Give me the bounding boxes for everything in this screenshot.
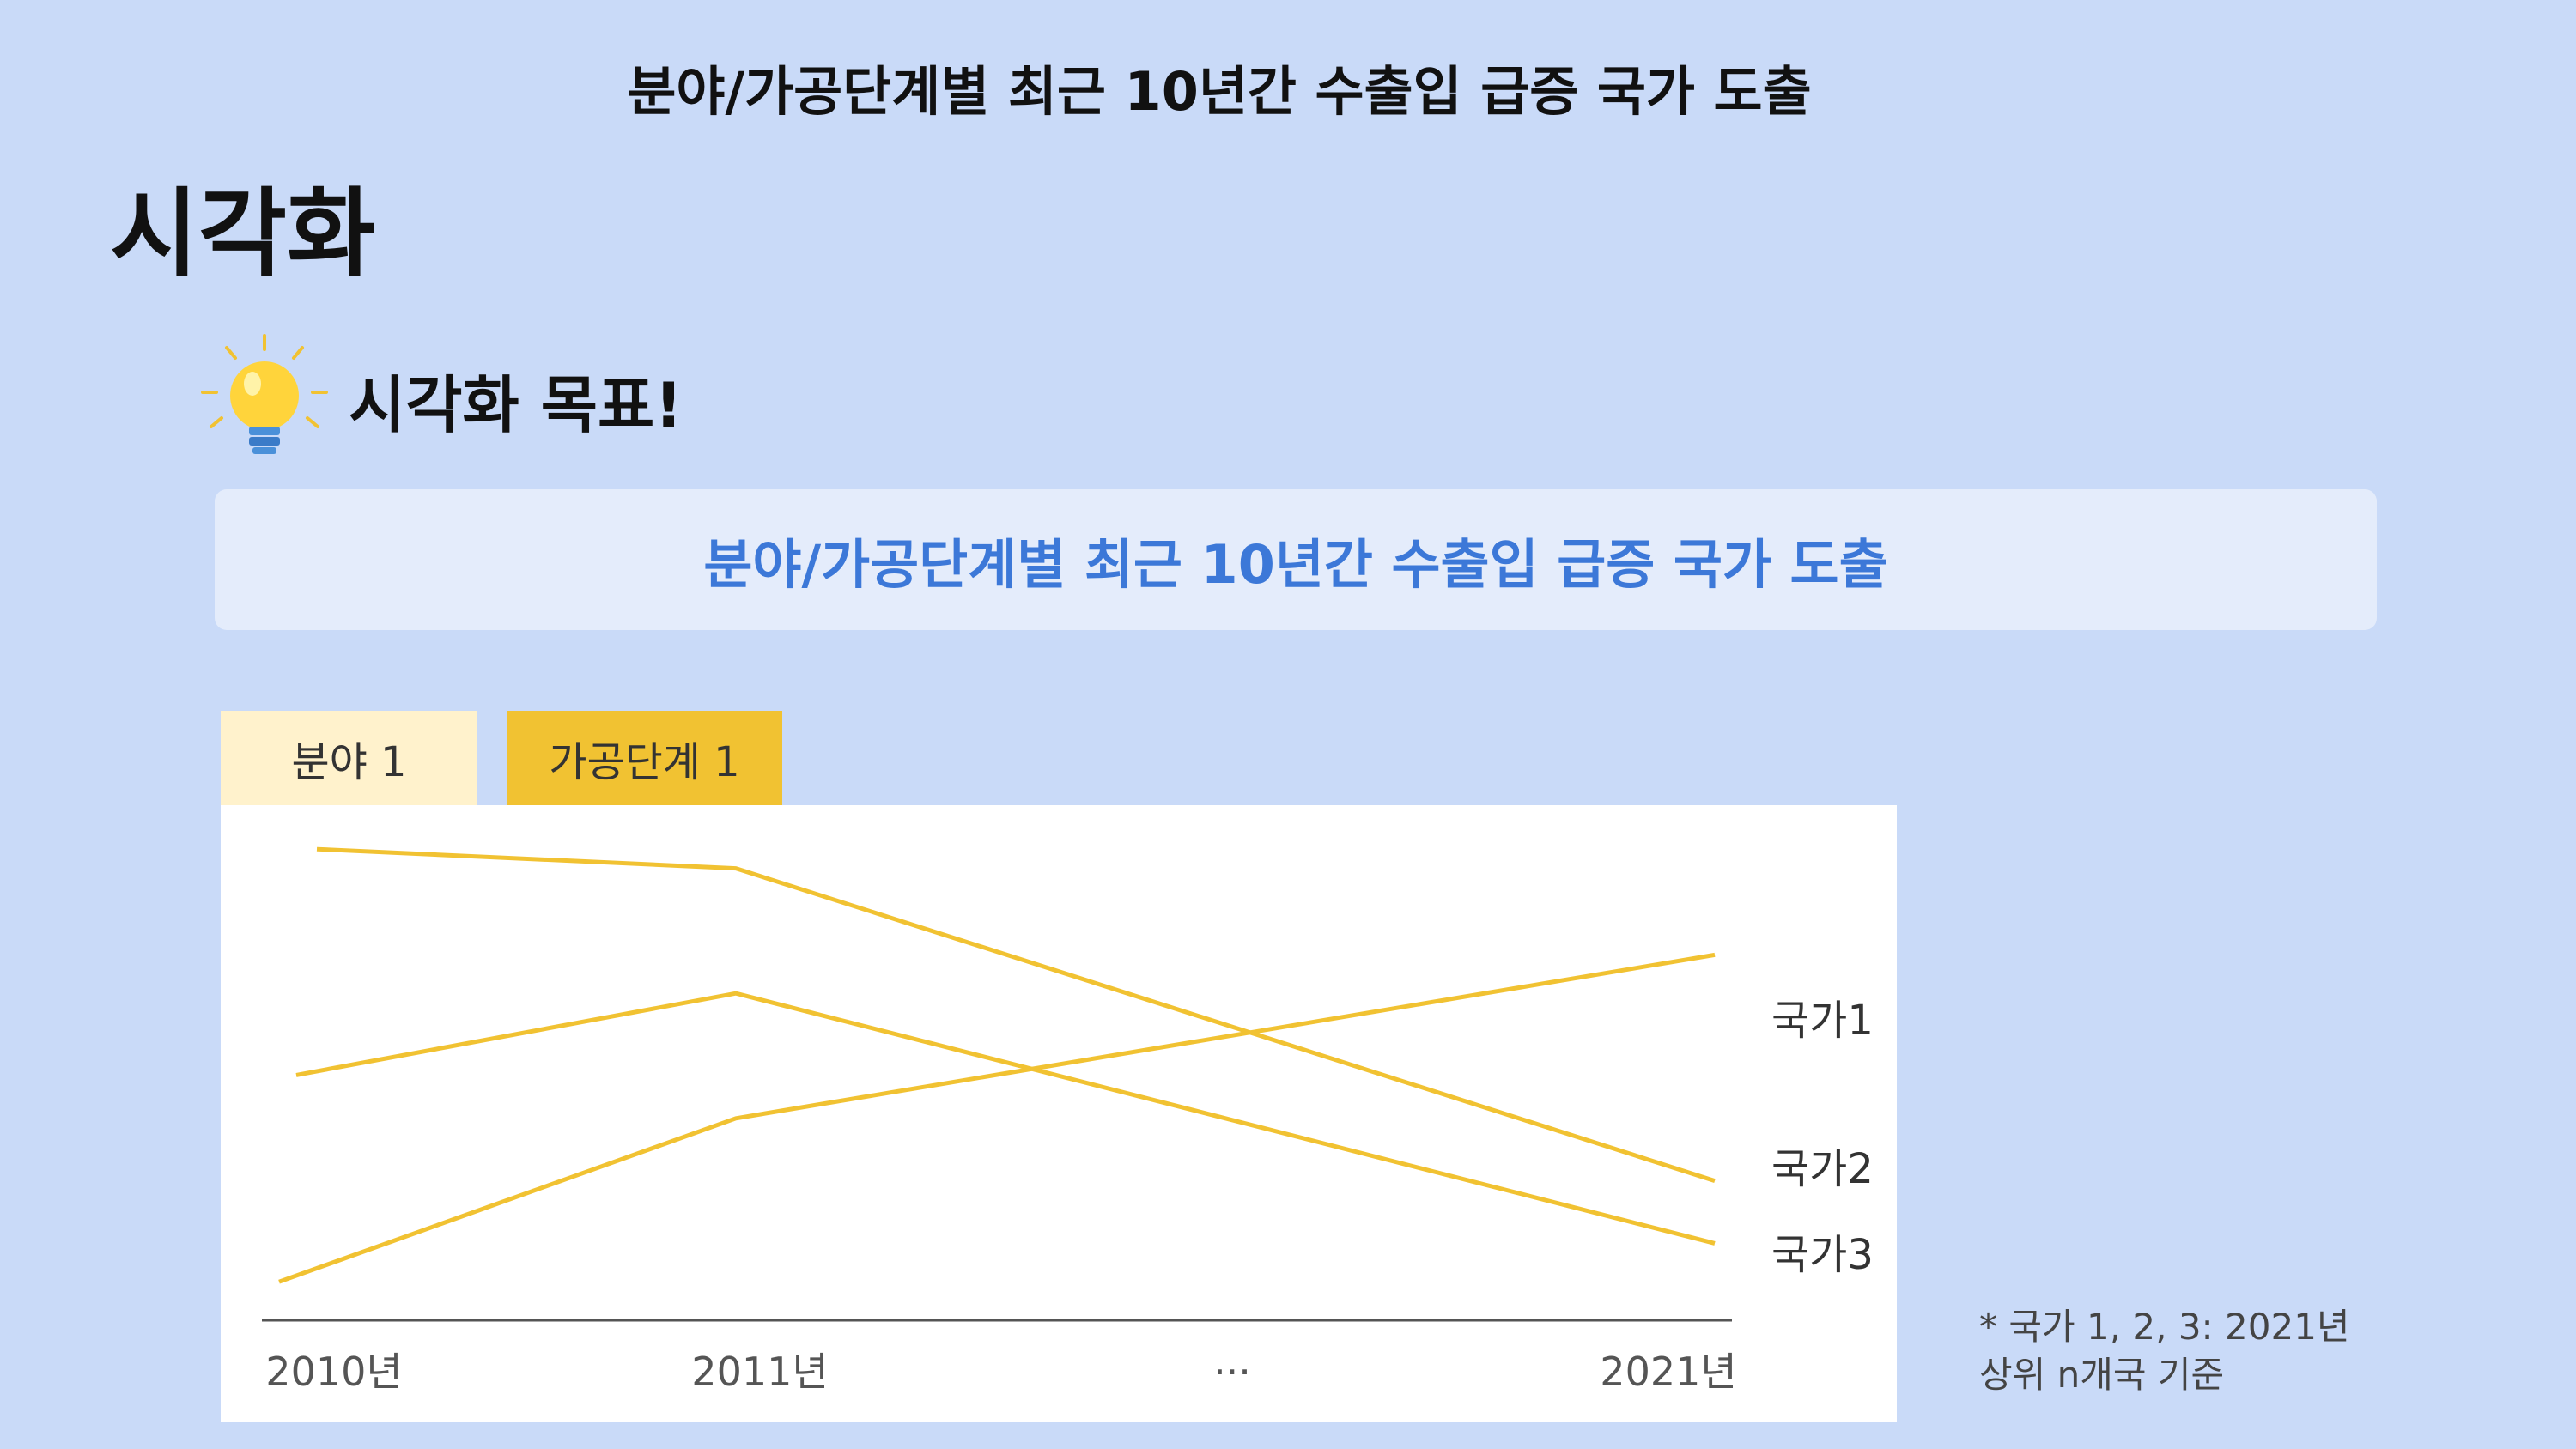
x-tick-label: 2011년 xyxy=(691,1349,828,1395)
series-label-2: 국가2 xyxy=(1771,1145,1874,1193)
series-line-2 xyxy=(316,846,1716,1183)
footnote: * 국가 1, 2, 3: 2021년 상위 n개국 기준 xyxy=(1979,1303,2350,1399)
series-line-1 xyxy=(278,952,1716,1284)
chart-panel: 2010년 2011년 ··· 2021년 국가1 국가2 국가3 xyxy=(221,805,1897,1422)
lightbulb-icon xyxy=(201,334,328,454)
x-tick-label: ··· xyxy=(1213,1349,1251,1395)
x-tick-label: 2021년 xyxy=(1600,1349,1736,1395)
goal-box: 분야/가공단계별 최근 10년간 수출입 급증 국가 도출 xyxy=(215,489,2377,630)
series-label-3: 국가3 xyxy=(1771,1231,1874,1279)
series-label-1: 국가1 xyxy=(1771,997,1874,1045)
goal-label: 시각화 목표! xyxy=(349,368,683,441)
tab-stage-1[interactable]: 가공단계 1 xyxy=(507,711,782,805)
x-tick-label: 2010년 xyxy=(265,1349,402,1395)
footnote-line-1: * 국가 1, 2, 3: 2021년 xyxy=(1979,1306,2350,1348)
footnote-line-2: 상위 n개국 기준 xyxy=(1979,1354,2225,1396)
series-line-3 xyxy=(295,991,1716,1246)
goal-text: 분야/가공단계별 최근 10년간 수출입 급증 국가 도출 xyxy=(703,533,1888,596)
page-top-title: 분야/가공단계별 최근 10년간 수출입 급증 국가 도출 xyxy=(627,60,1812,123)
goal-row: 시각화 목표! xyxy=(196,330,683,468)
line-chart: 2010년 2011년 ··· 2021년 국가1 국가2 국가3 xyxy=(262,846,1874,1395)
tab-field-1[interactable]: 분야 1 xyxy=(221,711,477,805)
section-heading: 시각화 xyxy=(110,179,376,290)
